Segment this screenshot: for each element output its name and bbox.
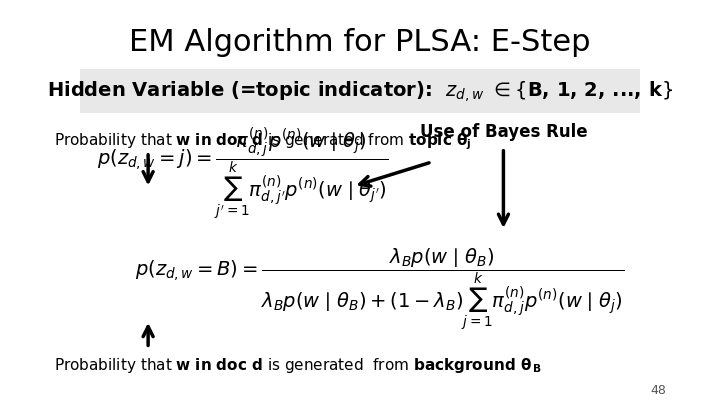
Text: Use of Bayes Rule: Use of Bayes Rule <box>420 123 588 141</box>
Text: EM Algorithm for PLSA: E-Step: EM Algorithm for PLSA: E-Step <box>130 28 590 58</box>
Text: $p(z_{d,w} = B) = \dfrac{\lambda_B p(w\mid\theta_B)}{\lambda_B p(w\mid\theta_B) : $p(z_{d,w} = B) = \dfrac{\lambda_B p(w\m… <box>135 247 624 333</box>
Text: Hidden Variable (=topic indicator):  $z_{d,w}$ $\in\{$B, 1, 2, ..., k$\}$: Hidden Variable (=topic indicator): $z_{… <box>47 79 673 104</box>
Text: $p(z_{d,w} = j) = \dfrac{\pi_{d,j}^{(n)}p^{(n)}(w\mid\theta_j)}{\sum_{j'=1}^{k}\: $p(z_{d,w} = j) = \dfrac{\pi_{d,j}^{(n)}… <box>97 126 388 222</box>
Text: Probability that $\mathbf{w}$ $\mathbf{in\ doc\ d}$ is generated from $\mathbf{t: Probability that $\mathbf{w}$ $\mathbf{i… <box>53 132 471 152</box>
Text: 48: 48 <box>651 384 667 397</box>
Text: Probability that $\mathbf{w}$ $\mathbf{in\ doc\ d}$ is generated  from $\mathbf{: Probability that $\mathbf{w}$ $\mathbf{i… <box>53 356 541 375</box>
FancyBboxPatch shape <box>80 69 640 113</box>
